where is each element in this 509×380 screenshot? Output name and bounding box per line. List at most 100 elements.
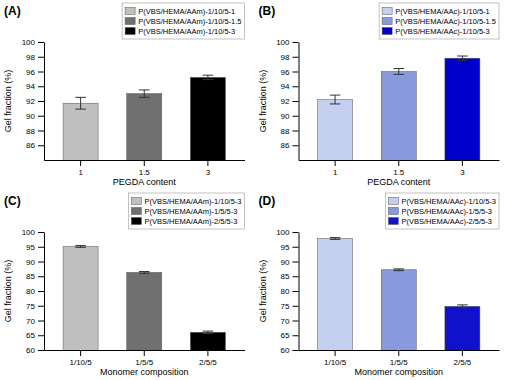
tick: 2/5/5 bbox=[199, 350, 217, 367]
y-axis: 6065707580859095100 bbox=[276, 228, 299, 355]
error-bar bbox=[457, 305, 468, 308]
legend-label: P(VBS/HEMA/AAm)-1/10/5-1.5 bbox=[138, 17, 241, 26]
error-bar-cap bbox=[457, 60, 468, 61]
tick: 100 bbox=[22, 38, 44, 47]
tick-label: 100 bbox=[22, 38, 36, 47]
tick-label: 86 bbox=[26, 141, 35, 150]
tick-label: 88 bbox=[26, 127, 35, 136]
tick-label: 95 bbox=[26, 243, 35, 252]
tick: 75 bbox=[281, 302, 299, 311]
legend-label: P(VBS/HEMA/AAc)-1/5/5-3 bbox=[401, 207, 491, 216]
tick-label: 70 bbox=[281, 317, 290, 326]
error-bar-stem bbox=[462, 56, 463, 60]
bar bbox=[190, 332, 225, 350]
legend-label: P(VBS/HEMA/AAc)-1/10/5-1.5 bbox=[395, 17, 496, 26]
tick: 96 bbox=[281, 68, 299, 77]
tick: 90 bbox=[281, 258, 299, 267]
bar bbox=[127, 94, 162, 160]
error-bar-cap bbox=[330, 237, 341, 238]
tick-label: 98 bbox=[26, 53, 35, 62]
tick-label: 100 bbox=[276, 38, 290, 47]
legend-label: P(VBS/HEMA/AAc)-1/10/5-3 bbox=[401, 197, 496, 206]
tick-mark bbox=[293, 101, 299, 102]
tick-label: 90 bbox=[26, 112, 35, 121]
tick-label: 85 bbox=[281, 272, 290, 281]
legend-label: P(VBS/HEMA/AAc)-2/5/5-3 bbox=[401, 217, 491, 226]
error-bar-cap bbox=[139, 89, 150, 90]
tick-label: 1/10/5 bbox=[324, 358, 347, 367]
y-axis: 86889092949698100 bbox=[22, 38, 45, 160]
tick-label: 75 bbox=[26, 302, 35, 311]
tick: 90 bbox=[26, 112, 44, 121]
tick-mark bbox=[38, 101, 44, 102]
marks bbox=[63, 246, 225, 350]
legend-frame bbox=[128, 193, 244, 229]
panel: 60657075808590951001/10/51/5/52/5/5Monom… bbox=[3, 193, 245, 380]
tick: 95 bbox=[281, 243, 299, 252]
tick-label: 70 bbox=[26, 317, 35, 326]
error-bar-cap bbox=[75, 245, 86, 246]
panel: 8688909294969810011.53PEGDA contentGel f… bbox=[3, 3, 245, 380]
error-bar bbox=[393, 269, 404, 271]
tick: 1/10/5 bbox=[324, 350, 347, 367]
legend-label: P(VBS/HEMA/AAm)-2/5/5-3 bbox=[144, 217, 237, 226]
legend: P(VBS/HEMA/AAc)-1/10/5-1P(VBS/HEMA/AAc)-… bbox=[379, 3, 499, 39]
tick-label: 1.5 bbox=[393, 168, 405, 177]
tick-mark bbox=[293, 116, 299, 117]
tick: 65 bbox=[281, 331, 299, 340]
error-bar bbox=[203, 75, 214, 79]
tick-label: 90 bbox=[26, 258, 35, 267]
legend-swatch bbox=[382, 28, 392, 35]
tick-mark bbox=[293, 335, 299, 336]
tick: 80 bbox=[26, 287, 44, 296]
tick-mark bbox=[38, 131, 44, 132]
error-bar-cap bbox=[203, 331, 214, 332]
tick-mark bbox=[293, 57, 299, 58]
x-axis-title: PEGDA content bbox=[113, 177, 177, 187]
legend-swatch bbox=[388, 198, 398, 205]
bar bbox=[127, 272, 162, 350]
bar bbox=[381, 270, 416, 350]
legend-swatch bbox=[388, 218, 398, 225]
y-axis: 86889092949698100 bbox=[276, 38, 299, 160]
tick: 100 bbox=[22, 228, 44, 237]
bar bbox=[445, 58, 480, 160]
error-bar-cap bbox=[330, 239, 341, 240]
figure: 8688909294969810011.53PEGDA contentGel f… bbox=[0, 0, 509, 380]
bar bbox=[445, 306, 480, 350]
legend-swatch bbox=[125, 8, 135, 15]
error-bar-cap bbox=[393, 68, 404, 69]
tick-mark bbox=[293, 247, 299, 248]
tick: 60 bbox=[26, 346, 44, 355]
tick-label: 80 bbox=[26, 287, 35, 296]
tick: 75 bbox=[26, 302, 44, 311]
tick-mark bbox=[293, 72, 299, 73]
tick-mark bbox=[38, 335, 44, 336]
error-bar-cap bbox=[203, 75, 214, 76]
x-axis-title: Monomer composition bbox=[100, 367, 189, 377]
tick-label: 90 bbox=[281, 258, 290, 267]
tick: 92 bbox=[26, 97, 44, 106]
tick-mark bbox=[293, 350, 299, 351]
tick-label: 1/5/5 bbox=[135, 358, 153, 367]
tick: 1/5/5 bbox=[135, 350, 153, 367]
tick-label: 75 bbox=[281, 302, 290, 311]
tick: 100 bbox=[276, 228, 298, 237]
tick-mark bbox=[293, 42, 299, 43]
tick-mark bbox=[38, 72, 44, 73]
legend-frame bbox=[385, 193, 499, 229]
tick-mark bbox=[293, 306, 299, 307]
tick: 1/10/5 bbox=[69, 350, 92, 367]
tick: 94 bbox=[281, 82, 299, 91]
error-bar-cap bbox=[203, 79, 214, 80]
error-bar bbox=[139, 272, 150, 274]
tick: 90 bbox=[281, 112, 299, 121]
error-bar-cap bbox=[75, 109, 86, 110]
error-bar-cap bbox=[75, 97, 86, 98]
x-axis: 1/10/5 1/5/5 2/5/5 bbox=[45, 350, 246, 367]
tick-label: 1 bbox=[78, 168, 83, 177]
legend-frame bbox=[379, 3, 499, 39]
tick-label: 1/5/5 bbox=[390, 358, 408, 367]
x-axis: 1/10/51/5/52/5/5 bbox=[299, 350, 500, 367]
error-bar-cap bbox=[393, 270, 404, 271]
